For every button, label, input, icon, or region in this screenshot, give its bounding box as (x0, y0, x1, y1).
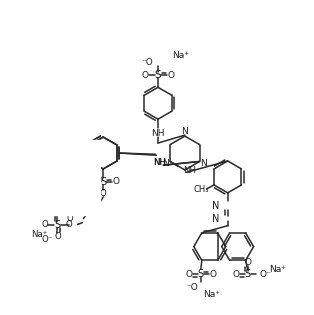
Text: S: S (84, 176, 90, 186)
Text: NH: NH (153, 158, 166, 167)
Text: O: O (232, 270, 239, 279)
Text: NH: NH (151, 129, 165, 138)
Text: O: O (244, 258, 251, 267)
Text: O: O (66, 190, 73, 199)
Text: ⁻O: ⁻O (186, 283, 198, 292)
Text: O: O (80, 202, 87, 211)
Text: O: O (167, 71, 175, 80)
Text: O: O (54, 232, 61, 241)
Text: N: N (181, 127, 188, 136)
Text: O: O (185, 270, 192, 279)
Text: S: S (198, 269, 204, 279)
Text: O⁻: O⁻ (260, 270, 271, 279)
Text: NH: NH (183, 166, 196, 175)
Text: O: O (96, 176, 103, 185)
Text: ⁻O: ⁻O (141, 58, 153, 67)
Text: O⁻: O⁻ (46, 202, 57, 211)
Text: O: O (89, 189, 96, 198)
Text: Na⁺: Na⁺ (31, 230, 48, 239)
Text: O: O (54, 207, 61, 216)
Text: NH: NH (153, 158, 166, 167)
Text: S: S (155, 70, 161, 80)
Text: O: O (93, 202, 100, 211)
Text: O: O (142, 71, 149, 80)
Text: O: O (41, 220, 48, 229)
Text: N: N (163, 159, 169, 169)
Text: O: O (71, 176, 78, 185)
Text: O: O (66, 220, 72, 229)
Text: Na⁺: Na⁺ (43, 194, 60, 203)
Text: Na⁺: Na⁺ (203, 290, 220, 299)
Text: O: O (66, 214, 73, 223)
Text: Na⁺: Na⁺ (172, 51, 189, 60)
Text: CH₃: CH₃ (193, 185, 209, 194)
Text: N: N (200, 159, 207, 169)
Text: O: O (113, 177, 120, 186)
Text: O⁻: O⁻ (42, 235, 53, 244)
Polygon shape (1, 140, 100, 215)
Text: N: N (212, 214, 220, 224)
Text: O: O (100, 189, 107, 198)
Text: N: N (212, 201, 220, 211)
Text: S: S (66, 202, 73, 212)
Text: S: S (245, 269, 251, 279)
Text: Na⁺: Na⁺ (269, 265, 286, 274)
Text: O: O (209, 270, 216, 279)
Text: S: S (100, 177, 106, 187)
Text: S: S (54, 220, 61, 230)
Text: O: O (81, 206, 88, 215)
Text: O: O (87, 177, 94, 186)
